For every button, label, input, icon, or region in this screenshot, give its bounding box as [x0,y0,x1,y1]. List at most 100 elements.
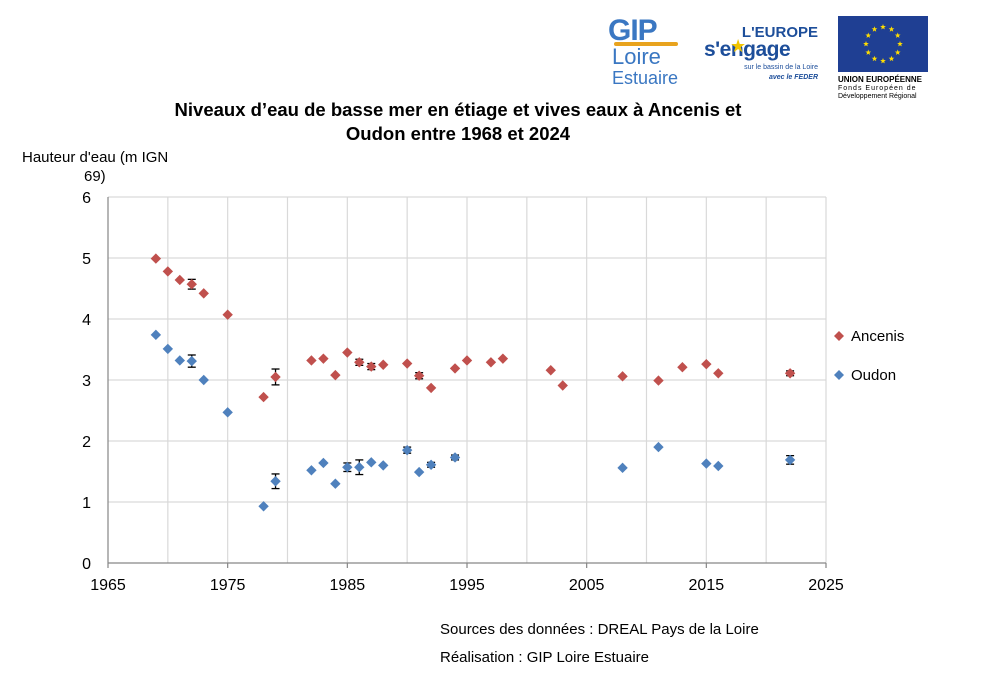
y-tick-label: 0 [82,556,91,573]
legend-marker-oudon [834,370,844,380]
europe-logo-line3: sur le bassin de la Loire [744,64,818,71]
eu-logo-line3: Développement Régional [838,93,917,100]
data-point-oudon [425,459,437,470]
y-axis-label-line1: Hauteur d'eau (m IGN [22,149,168,166]
data-point-ancenis [198,288,209,299]
europe-logo-line4: avec le FEDER [768,74,818,81]
eu-flag-icon [838,16,928,72]
data-point-ancenis [174,274,185,286]
data-point-ancenis [485,357,497,368]
eu-star-icon [871,55,878,62]
data-point-ancenis [306,355,317,366]
data-point-ancenis [413,370,425,381]
europe-logo-line2: s'engage [704,38,791,61]
data-point-oudon [150,329,162,341]
gip-logo-line3: Estuaire [612,68,679,88]
data-point-oudon [413,466,425,478]
data-point-ancenis [557,380,568,391]
x-tick-label: 2025 [808,577,844,594]
data-point-ancenis [401,358,413,369]
data-point-oudon [617,462,628,474]
data-point-ancenis [617,371,628,382]
eu-star-icon [865,32,872,38]
eu-star-icon [894,32,901,38]
europe-logo-line1: L'EUROPE [741,24,818,41]
data-point-oudon [449,452,461,463]
data-point-oudon [653,441,664,453]
legend-label-ancenis: Ancenis [851,328,904,345]
x-tick-label: 1985 [330,577,366,594]
y-tick-label: 2 [82,434,91,451]
eu-star-icon [863,41,869,47]
chart-title-line2: Oudon entre 1968 et 2024 [346,123,571,144]
data-point-oudon [784,454,796,466]
data-point-oudon [198,374,209,386]
eu-star-icon [888,55,895,62]
data-point-ancenis [545,365,556,376]
data-point-ancenis [330,369,341,381]
eu-logo-line1: UNION EUROPÉENNE [838,75,923,84]
data-point-ancenis [186,279,197,290]
credits-note: Réalisation : GIP Loire Estuaire [440,649,649,666]
europe-star-icon: ★ [730,36,747,56]
data-point-oudon [162,343,174,355]
data-source-note: Sources des données : DREAL Pays de la L… [440,621,759,638]
data-point-ancenis [425,382,437,394]
gip-logo-line2: Loire [612,44,661,69]
eu-star-icon [888,26,895,32]
eu-star-icon [880,24,886,30]
y-tick-label: 3 [82,373,91,390]
europe-sengage-logo: L'EUROPE s'engage ★ sur le bassin de la … [704,24,824,88]
data-point-ancenis [701,358,712,370]
eu-star-icon [865,49,872,55]
x-tick-label: 1975 [210,577,246,594]
x-tick-label: 2005 [569,577,605,594]
y-tick-label: 1 [82,495,91,512]
chart-title-line1: Niveaux d’eau de basse mer en étiage et … [175,99,742,120]
data-point-oudon [222,407,233,418]
data-point-ancenis [258,391,269,403]
x-tick-label: 2015 [689,577,725,594]
legend-marker-ancenis [834,331,844,341]
data-point-ancenis [162,266,174,277]
data-point-ancenis [222,309,233,320]
gip-logo-line1: GIP [608,14,658,47]
data-point-ancenis [677,361,688,373]
data-point-oudon [306,465,317,476]
data-point-oudon [258,501,269,512]
data-point-oudon [378,460,389,471]
eu-star-icon [871,26,878,32]
data-point-oudon [174,355,185,366]
eu-star-icon [880,58,886,64]
data-point-oudon [366,457,377,468]
eu-logo: UNION EUROPÉENNE Fonds Européen de Dével… [836,16,932,100]
x-tick-label: 1965 [90,577,126,594]
data-point-oudon [186,355,197,367]
data-point-ancenis [318,353,329,364]
eu-logo-line2: Fonds Européen de [838,85,917,92]
data-point-ancenis [461,355,473,366]
y-tick-label: 4 [82,312,91,329]
y-tick-label: 5 [82,251,91,268]
data-point-ancenis [270,371,281,383]
data-point-oudon [701,458,712,469]
y-axis-label-line2: 69) [84,168,106,185]
data-point-ancenis [713,368,724,379]
eu-star-icon [894,49,901,55]
data-point-ancenis [342,347,353,358]
x-tick-label: 1995 [449,577,485,594]
legend-label-oudon: Oudon [851,367,896,384]
data-point-oudon [713,460,724,472]
data-point-ancenis [653,375,664,386]
data-point-ancenis [378,359,389,370]
data-point-oudon [318,457,329,469]
data-point-ancenis [366,361,377,372]
y-tick-label: 6 [82,190,91,207]
data-point-ancenis [354,357,365,368]
data-point-ancenis [784,368,796,379]
eu-star-icon [897,41,903,47]
data-point-oudon [270,476,281,487]
data-point-ancenis [449,363,461,374]
data-point-oudon [354,462,365,473]
